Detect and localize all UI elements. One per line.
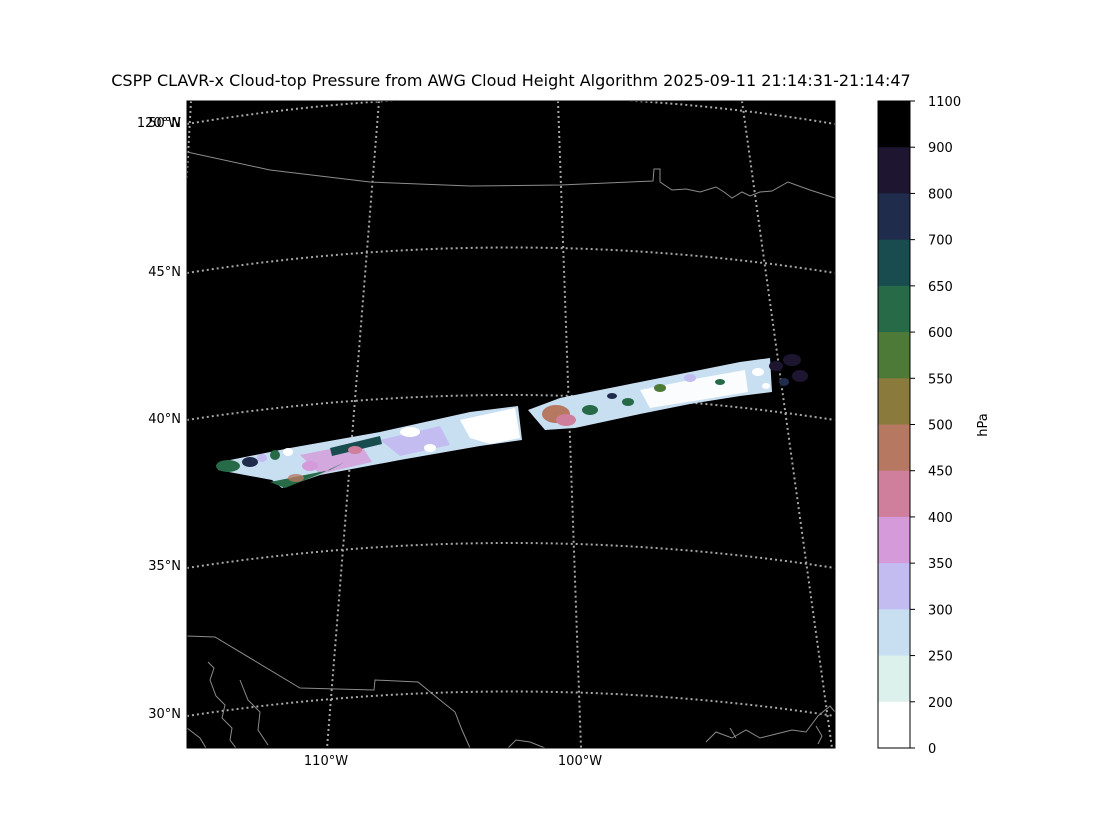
texas-coast [507, 739, 546, 748]
latitude-gridlines [187, 101, 835, 717]
colorbar-segment [878, 609, 910, 657]
map-frame [186, 100, 836, 749]
swath-west-outline [218, 406, 522, 488]
colorbar-tick-label: 650 [928, 280, 953, 295]
colorbar-tick-label: 250 [928, 650, 953, 665]
lon-label-120: 120°W [137, 116, 181, 131]
gridline-lon-90 [741, 101, 833, 748]
louisiana-coast [729, 725, 823, 745]
lon-label-110: 110°W [304, 754, 348, 769]
colorbar-tick-label: 350 [928, 557, 953, 572]
colorbar-tick-label: 900 [928, 141, 953, 156]
colorbar-tick-label: 0 [928, 742, 936, 757]
swath-west-blob-2 [242, 457, 258, 467]
swath-east-blob-5 [779, 378, 789, 386]
colorbar-tick-label: 300 [928, 603, 953, 618]
colorbar-tick-label: 550 [928, 372, 953, 387]
swath-west-blob-7 [348, 446, 362, 454]
colorbar-segment [878, 470, 910, 518]
colorbar-tick-label: 450 [928, 465, 953, 480]
colorbar-segment [878, 516, 910, 564]
lat-label-40: 40°N [148, 412, 181, 427]
swath-mid-green-2 [622, 398, 634, 406]
swath-mid-blue [684, 374, 696, 382]
swath-east-blob-6 [762, 383, 770, 389]
gulf-coast [705, 705, 835, 743]
gridline-lat-35 [187, 542, 835, 569]
swath-mid-green-4 [715, 379, 725, 385]
map-panel: 50°N 45°N 40°N 35°N 30°N 120°W 110°W 100… [137, 100, 836, 769]
longitude-gridlines [187, 101, 833, 748]
colorbar-segment [878, 332, 910, 379]
us-mexico-border [187, 635, 471, 748]
colorbar-segment [878, 655, 910, 703]
colorbar-segment [878, 424, 910, 472]
colorbar-tick-label: 200 [928, 696, 953, 711]
swath-west-blob-4 [270, 450, 280, 460]
colorbar-segment [878, 285, 910, 333]
colorbar-segment [878, 378, 910, 425]
colorbar-segment [878, 701, 910, 749]
swath-west-blob-9 [424, 444, 436, 452]
swath-west-white-core [460, 408, 520, 444]
baja-coast [187, 727, 207, 748]
colorbar-ticks: 1100 900 800 700 650 600 550 500 450 400 350 300 250… [910, 95, 961, 757]
figure-title: CSPP CLAVR-x Cloud-top Pressure from AWG… [111, 71, 910, 90]
lat-label-50: 50°N [148, 116, 181, 131]
colorbar-segment [878, 563, 910, 610]
political-borders [187, 151, 835, 748]
swath-mid-pink-2 [556, 414, 576, 426]
lat-label-30: 30°N [148, 707, 181, 722]
colorbar-segment [878, 193, 910, 241]
swath-east-blob-2 [769, 361, 783, 371]
swath-east-blob-1 [752, 368, 764, 376]
cloud-swath [216, 354, 808, 488]
swath-west-blob-5 [283, 448, 293, 456]
gridline-lat-40 [187, 394, 835, 421]
longitude-labels: 120°W 110°W 100°W [137, 116, 602, 769]
lon-label-100: 100°W [558, 754, 602, 769]
gridline-lat-30 [187, 690, 835, 717]
lat-label-45: 45°N [148, 265, 181, 280]
colorbar-segment [878, 147, 910, 194]
lat-label-35: 35°N [148, 559, 181, 574]
swath-west-green-band [270, 462, 345, 488]
colorbar-segments [878, 101, 910, 749]
gulf-of-california-coast [207, 661, 237, 748]
colorbar-segment [878, 239, 910, 287]
swath-west-blob-8 [400, 427, 420, 437]
swath-west-blob-1 [216, 460, 240, 472]
mexico-inner-coast [239, 679, 269, 746]
colorbar-tick-label: 800 [928, 187, 953, 202]
swath-mid-dark [607, 393, 617, 399]
latitude-labels: 50°N 45°N 40°N 35°N 30°N [148, 116, 181, 722]
colorbar-segment [878, 101, 910, 148]
swath-mid-green [582, 405, 598, 415]
swath-east-blob-3 [783, 354, 801, 366]
gridline-lat-45 [187, 246, 835, 274]
swath-west-teal-band [330, 436, 382, 456]
colorbar-tick-label: 700 [928, 234, 953, 249]
gridline-lon-110 [326, 101, 380, 748]
colorbar-tick-label: 600 [928, 326, 953, 341]
colorbar-tick-label: 1100 [928, 95, 961, 110]
canada-us-border [187, 151, 835, 199]
colorbar-tick-label: 500 [928, 419, 953, 434]
colorbar: 1100 900 800 700 650 600 550 500 450 400 350 300 250… [877, 95, 991, 757]
swath-east-blob-4 [792, 370, 808, 382]
swath-west-blob-3 [257, 454, 267, 462]
colorbar-label: hPa [976, 413, 991, 436]
swath-west-blob-10 [288, 474, 304, 482]
colorbar-tick-label: 400 [928, 511, 953, 526]
swath-mid-green-3 [654, 384, 666, 392]
swath-west-blob-6 [302, 461, 318, 471]
